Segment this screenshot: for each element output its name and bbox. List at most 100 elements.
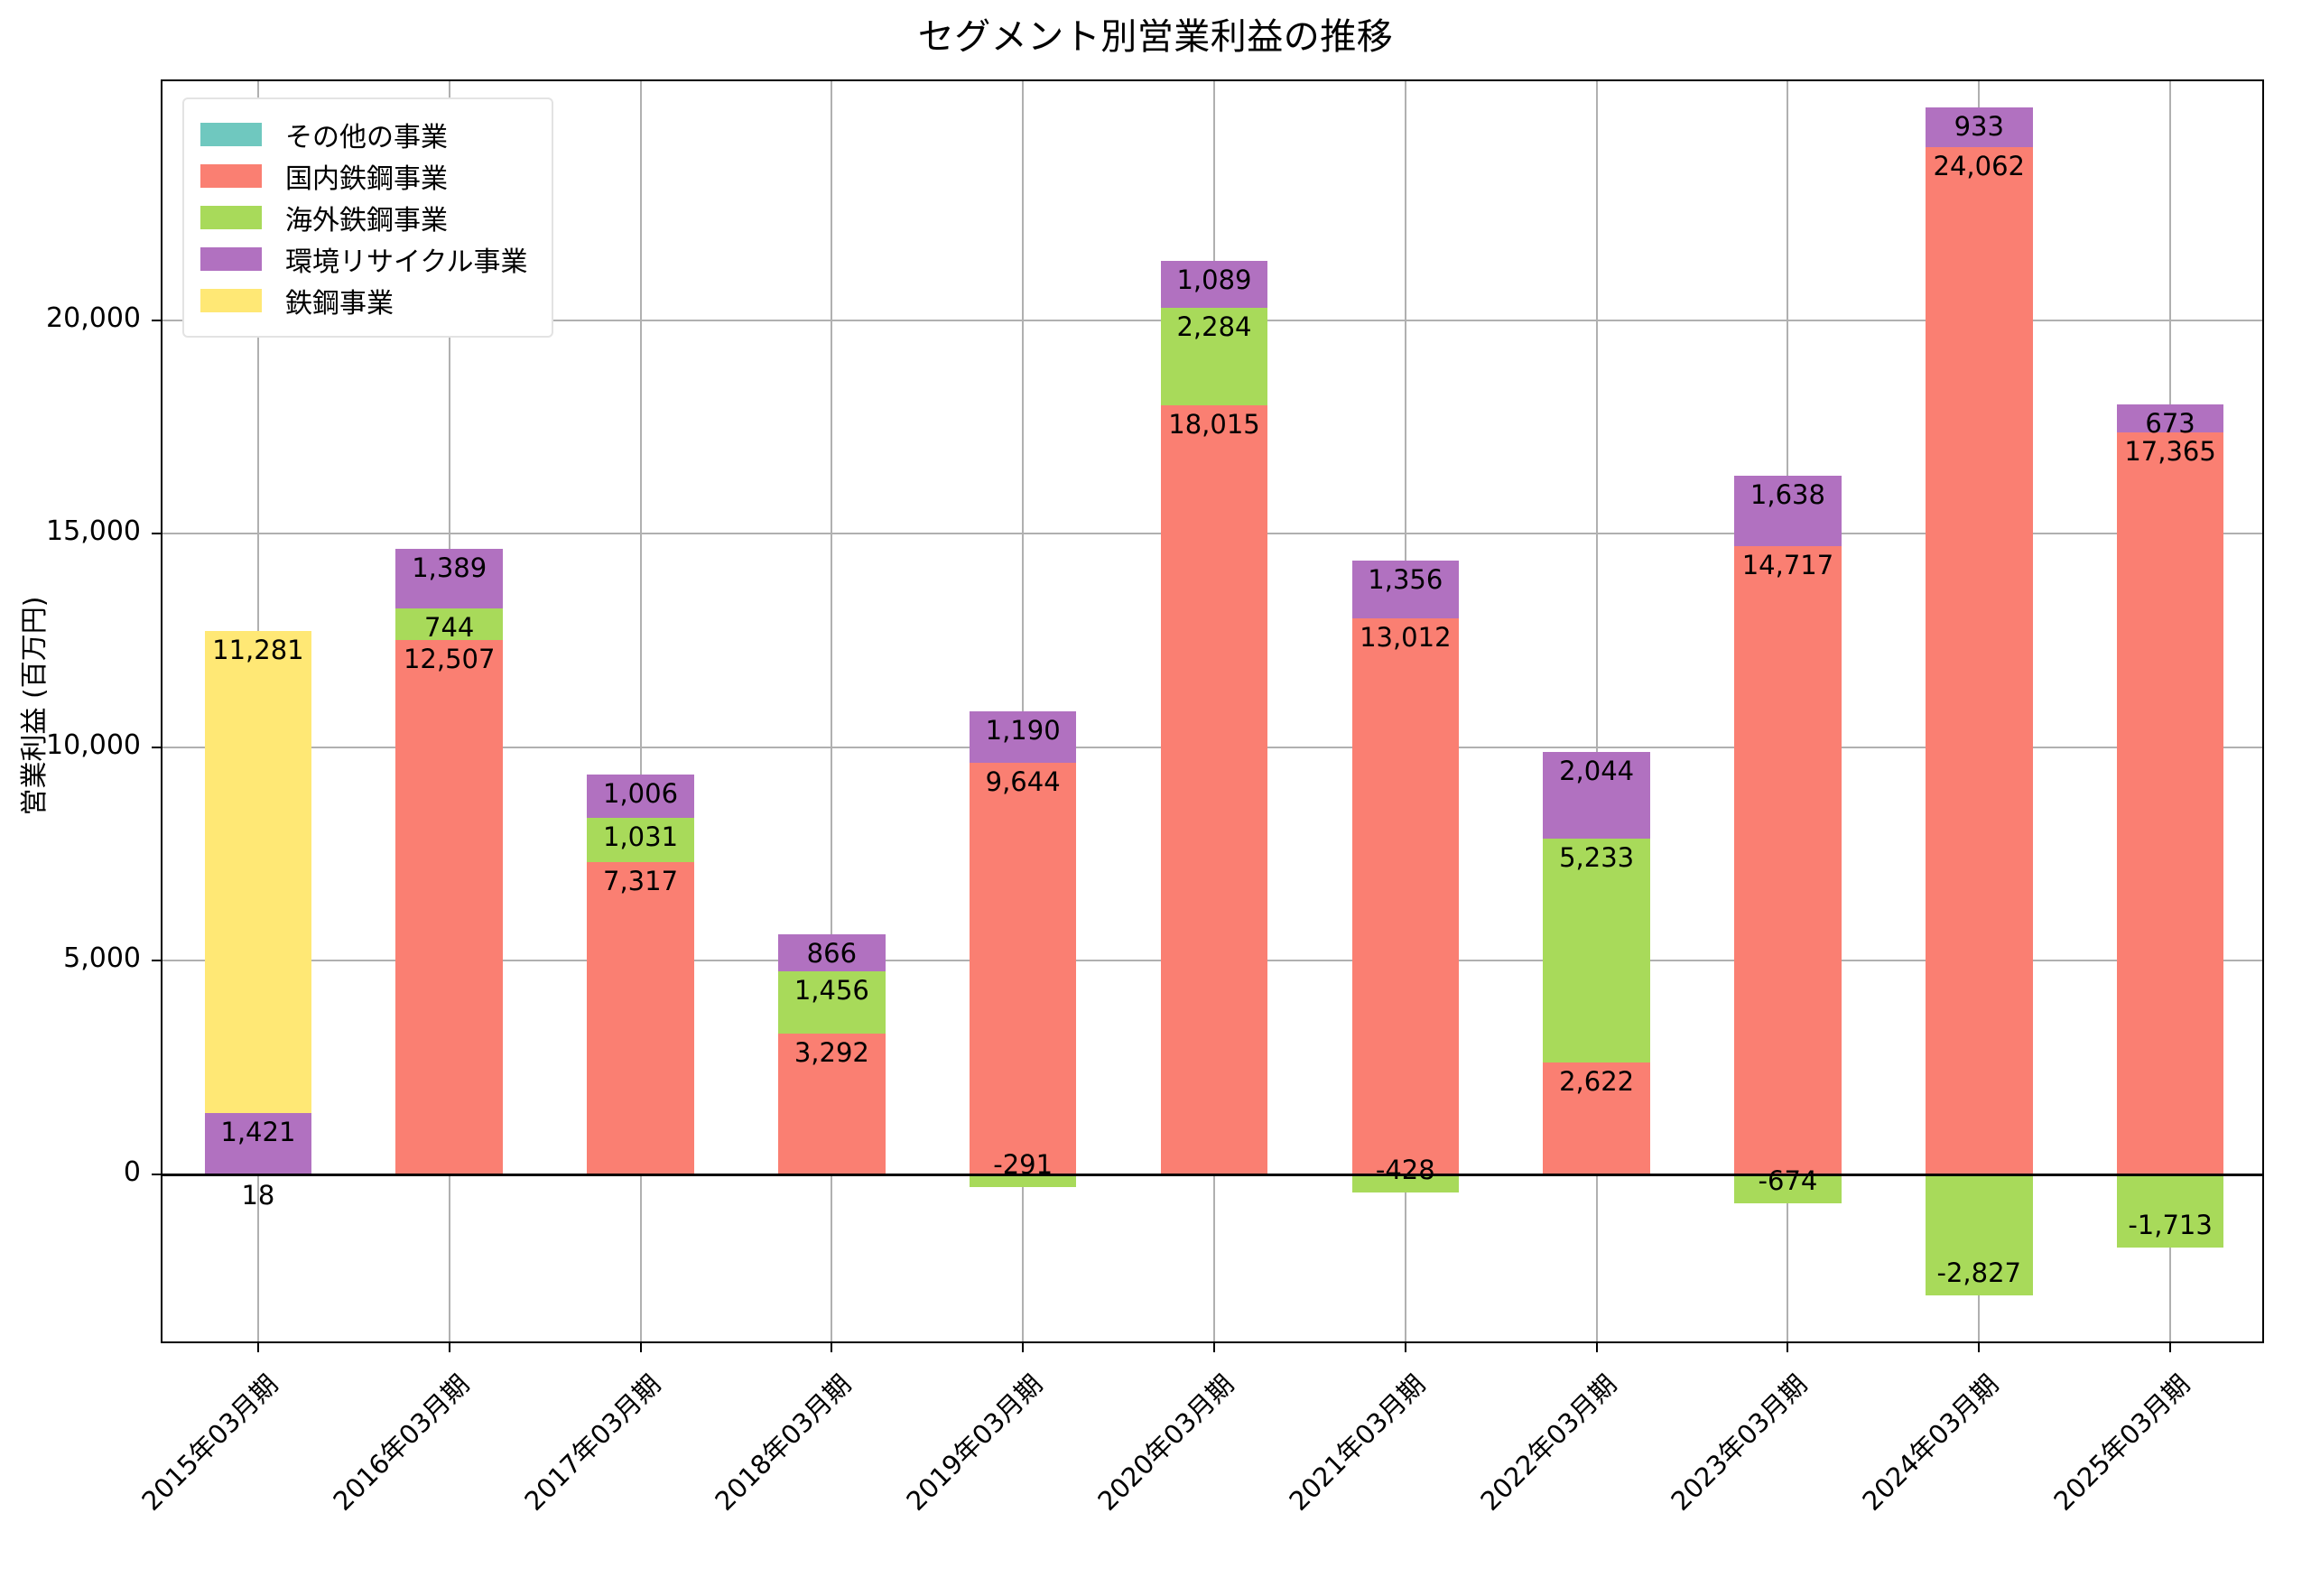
x-tick-label: 2017年03月期 xyxy=(517,1369,666,1517)
bar-group[interactable]: 14,717 -674 1,638 xyxy=(1734,81,1842,1341)
bar-segment[interactable] xyxy=(1160,261,1268,308)
bar-segment[interactable] xyxy=(1925,146,2033,1174)
bar-segment[interactable] xyxy=(778,971,886,1035)
y-tick-label: 15,000 xyxy=(46,515,141,548)
bar-segment[interactable] xyxy=(2116,404,2224,433)
bar-group[interactable]: 9,644 -291 1,190 xyxy=(969,81,1077,1341)
bar-segment[interactable] xyxy=(395,640,504,1174)
bar-segment[interactable] xyxy=(1351,561,1460,619)
bar-segment[interactable] xyxy=(1351,618,1460,1174)
bar-segment[interactable] xyxy=(1925,1174,2033,1295)
bar-group[interactable]: 24,062 -2,827 933 xyxy=(1925,81,2033,1341)
legend-swatch-icon xyxy=(200,289,262,312)
chart-figure: セグメント別営業利益の推移 営業利益 (百万円) 18 1,421 11,281 12… xyxy=(19,16,2264,1517)
bar-value-label: 17,365 xyxy=(2124,436,2216,468)
x-tick-mark xyxy=(831,1341,833,1352)
legend-swatch-icon xyxy=(200,123,262,146)
x-tick-mark xyxy=(1404,1341,1406,1352)
y-axis-title: 営業利益 (百万円) xyxy=(19,596,51,816)
plot-area: 18 1,421 11,281 12,507 744 1,389 7,317 1,031 1,0… xyxy=(46,79,2264,1517)
bar-value-label: 2,622 xyxy=(1559,1065,1635,1097)
bar-value-label: 933 xyxy=(1954,110,2004,142)
bar-value-label: 1,356 xyxy=(1368,564,1443,596)
bar-value-label: 11,281 xyxy=(212,635,304,666)
bar-segment[interactable] xyxy=(587,775,694,818)
bar-group[interactable]: 18 1,421 11,281 xyxy=(204,81,312,1341)
bar-group[interactable]: 18,015 2,284 1,089 xyxy=(1160,81,1268,1341)
bar-group[interactable]: 3,292 1,456 866 xyxy=(778,81,886,1341)
bar-segment[interactable] xyxy=(1351,1174,1460,1193)
bar-segment[interactable] xyxy=(778,934,886,972)
bar-value-label: -674 xyxy=(1758,1165,1818,1196)
x-tick-mark xyxy=(1213,1341,1215,1352)
bar-segment[interactable] xyxy=(1160,404,1268,1174)
bar-value-label: 2,284 xyxy=(1176,311,1252,342)
bar-value-label: 1,389 xyxy=(412,552,487,584)
bar-segment[interactable] xyxy=(587,861,694,1174)
bar-value-label: 2,044 xyxy=(1559,755,1635,786)
gridline-vertical xyxy=(639,81,642,1341)
x-tick-label: 2020年03月期 xyxy=(1091,1369,1240,1517)
y-tick-mark xyxy=(152,319,162,321)
x-tick-mark xyxy=(639,1341,642,1352)
legend-item[interactable]: 国内鉄鋼事業 xyxy=(200,155,528,197)
bar-value-label: -2,827 xyxy=(1936,1257,2022,1288)
bar-group[interactable]: 17,365 -1,713 673 xyxy=(2116,81,2224,1341)
legend-label: 鉄鋼事業 xyxy=(285,288,394,320)
bar-group[interactable]: 2,622 5,233 2,044 xyxy=(1543,81,1650,1341)
bar-value-label: 866 xyxy=(806,938,858,970)
bar-segment[interactable] xyxy=(1160,307,1268,405)
bar-value-label: 1,006 xyxy=(603,778,679,810)
y-tick-label: 10,000 xyxy=(46,728,141,761)
gridline-vertical xyxy=(831,81,833,1341)
legend-item[interactable]: 環境リサイクル事業 xyxy=(200,238,528,280)
legend-item[interactable]: 海外鉄鋼事業 xyxy=(200,197,528,238)
bar-segment[interactable] xyxy=(1925,107,2033,147)
bar-group[interactable]: 7,317 1,031 1,006 xyxy=(587,81,694,1341)
legend-item[interactable]: その他の事業 xyxy=(200,114,528,155)
zero-line xyxy=(162,1173,2262,1176)
bar-segment[interactable] xyxy=(969,762,1077,1174)
bar-segment[interactable] xyxy=(395,549,504,609)
x-tick-mark xyxy=(1787,1341,1789,1352)
bar-segment[interactable] xyxy=(204,631,312,1113)
x-tick-label: 2023年03月期 xyxy=(1665,1369,1814,1517)
bar-value-label: 14,717 xyxy=(1741,549,1834,580)
x-tick-label: 2015年03月期 xyxy=(135,1369,284,1517)
bar-segment[interactable] xyxy=(1734,476,1842,546)
bar-segment[interactable] xyxy=(1543,751,1650,840)
bar-segment[interactable] xyxy=(778,1034,886,1174)
legend-item[interactable]: 鉄鋼事業 xyxy=(200,280,528,321)
bar-segment[interactable] xyxy=(1543,1062,1650,1174)
y-tick-mark xyxy=(152,1173,162,1175)
legend-label: その他の事業 xyxy=(285,122,448,153)
y-tick-label: 20,000 xyxy=(46,302,141,334)
bar-segment[interactable] xyxy=(204,1112,312,1174)
bar-segment[interactable] xyxy=(2116,432,2224,1174)
bar-segment[interactable] xyxy=(1734,1174,1842,1203)
bar-value-label: 24,062 xyxy=(1933,150,2025,181)
x-tick-mark xyxy=(2169,1341,2172,1352)
bar-segment[interactable] xyxy=(1543,839,1650,1062)
legend[interactable]: その他の事業 国内鉄鋼事業海外鉄鋼事業 環境リサイクル事業鉄鋼事業 xyxy=(182,97,553,338)
bar-segment[interactable] xyxy=(969,711,1077,763)
bar-group[interactable]: 12,507 744 1,389 xyxy=(395,81,504,1341)
bar-segment[interactable] xyxy=(587,817,694,862)
bar-value-label: 1,421 xyxy=(220,1116,296,1147)
y-tick-mark xyxy=(152,960,162,962)
bar-group[interactable]: 13,012 -428 1,356 xyxy=(1351,81,1460,1341)
bar-segment[interactable] xyxy=(1734,545,1842,1174)
bar-segment[interactable] xyxy=(2116,1174,2224,1248)
bar-value-label: -428 xyxy=(1375,1155,1435,1186)
x-tick-label: 2025年03月期 xyxy=(2047,1369,2196,1517)
x-tick-label: 2022年03月期 xyxy=(1474,1369,1622,1517)
bar-value-label: 18 xyxy=(241,1179,275,1211)
bar-value-label: 1,031 xyxy=(603,821,679,852)
bar-segment[interactable] xyxy=(969,1174,1077,1187)
bar-segment[interactable] xyxy=(395,608,504,641)
x-tick-label: 2021年03月期 xyxy=(1283,1369,1432,1517)
y-tick-label: 0 xyxy=(123,1155,141,1188)
y-tick-label: 5,000 xyxy=(63,942,141,975)
legend-label: 海外鉄鋼事業 xyxy=(285,205,448,237)
legend-swatch-icon xyxy=(200,164,262,188)
